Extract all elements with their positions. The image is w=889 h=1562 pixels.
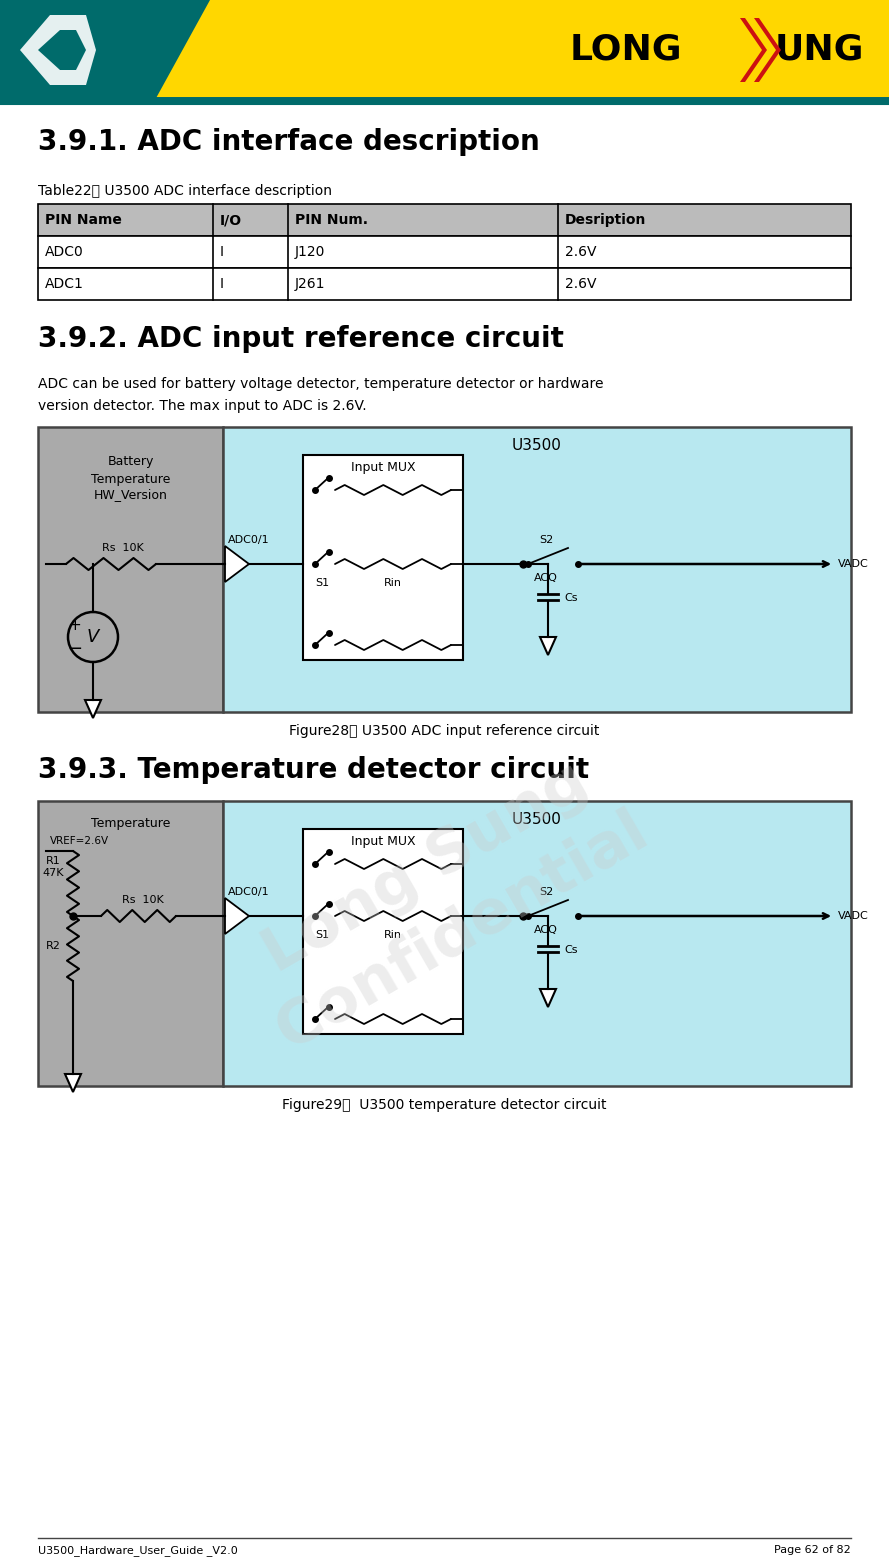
Bar bbox=[223, 426, 851, 712]
Text: Temperature: Temperature bbox=[91, 817, 170, 829]
Text: ADC1: ADC1 bbox=[45, 276, 84, 291]
Text: U3500_Hardware_User_Guide _V2.0: U3500_Hardware_User_Guide _V2.0 bbox=[38, 1545, 237, 1556]
Text: VADC: VADC bbox=[838, 911, 869, 922]
Text: ADC can be used for battery voltage detector, temperature detector or hardware: ADC can be used for battery voltage dete… bbox=[38, 376, 604, 390]
Text: Page 62 of 82: Page 62 of 82 bbox=[774, 1545, 851, 1556]
Text: LONG: LONG bbox=[570, 33, 683, 67]
Text: S1: S1 bbox=[315, 578, 329, 587]
Text: Figure28： U3500 ADC input reference circuit: Figure28： U3500 ADC input reference circ… bbox=[289, 725, 599, 737]
Polygon shape bbox=[0, 0, 210, 100]
Polygon shape bbox=[65, 1075, 81, 1092]
Text: +: + bbox=[68, 617, 82, 633]
Text: Rs  10K: Rs 10K bbox=[122, 895, 164, 904]
Text: J120: J120 bbox=[295, 245, 325, 259]
Text: HW_Version: HW_Version bbox=[93, 489, 167, 501]
Text: Desription: Desription bbox=[565, 212, 646, 226]
Text: Rin: Rin bbox=[384, 578, 402, 587]
Text: ACQ: ACQ bbox=[534, 573, 558, 583]
Text: version detector. The max input to ADC is 2.6V.: version detector. The max input to ADC i… bbox=[38, 398, 366, 412]
Text: J261: J261 bbox=[295, 276, 325, 291]
Polygon shape bbox=[740, 19, 767, 81]
Text: 3.9.1. ADC interface description: 3.9.1. ADC interface description bbox=[38, 128, 540, 156]
Polygon shape bbox=[225, 898, 249, 934]
Text: −: − bbox=[68, 640, 83, 658]
Text: 2.6V: 2.6V bbox=[565, 276, 597, 291]
Text: Temperature: Temperature bbox=[91, 472, 170, 486]
Bar bbox=[38, 236, 851, 269]
Bar bbox=[38, 269, 851, 300]
Text: Input MUX: Input MUX bbox=[350, 836, 415, 848]
Text: VADC: VADC bbox=[838, 559, 869, 569]
Polygon shape bbox=[20, 16, 96, 84]
Text: 3.9.2. ADC input reference circuit: 3.9.2. ADC input reference circuit bbox=[38, 325, 564, 353]
Polygon shape bbox=[38, 30, 86, 70]
Polygon shape bbox=[540, 637, 556, 654]
Text: 3.9.3. Temperature detector circuit: 3.9.3. Temperature detector circuit bbox=[38, 756, 589, 784]
Bar bbox=[0, 0, 889, 100]
Text: UNG: UNG bbox=[775, 33, 864, 67]
Text: 2.6V: 2.6V bbox=[565, 245, 597, 259]
Text: I: I bbox=[220, 276, 224, 291]
Polygon shape bbox=[754, 19, 781, 81]
Bar bbox=[223, 801, 851, 1086]
Text: Rin: Rin bbox=[384, 929, 402, 940]
Bar bbox=[38, 426, 223, 712]
Text: S1: S1 bbox=[315, 929, 329, 940]
Text: Input MUX: Input MUX bbox=[350, 461, 415, 475]
Text: 47K: 47K bbox=[43, 868, 64, 878]
Text: S2: S2 bbox=[539, 536, 553, 545]
Text: R1: R1 bbox=[45, 856, 60, 865]
Text: Cs: Cs bbox=[564, 945, 578, 954]
Text: Battery: Battery bbox=[108, 456, 154, 469]
Text: S2: S2 bbox=[539, 887, 553, 897]
Text: Long Sung
Confidential: Long Sung Confidential bbox=[230, 739, 658, 1062]
Polygon shape bbox=[225, 547, 249, 583]
Bar bbox=[38, 205, 851, 236]
Text: ACQ: ACQ bbox=[534, 925, 558, 936]
Text: Cs: Cs bbox=[564, 594, 578, 603]
Text: I/O: I/O bbox=[220, 212, 242, 226]
Text: PIN Name: PIN Name bbox=[45, 212, 122, 226]
Text: ADC0/1: ADC0/1 bbox=[228, 887, 269, 897]
Bar bbox=[303, 455, 463, 661]
Polygon shape bbox=[540, 989, 556, 1007]
Text: Figure29：  U3500 temperature detector circuit: Figure29： U3500 temperature detector cir… bbox=[282, 1098, 606, 1112]
Bar bbox=[303, 829, 463, 1034]
Text: ADC0: ADC0 bbox=[45, 245, 84, 259]
Text: U3500: U3500 bbox=[512, 812, 562, 826]
Text: Table22： U3500 ADC interface description: Table22： U3500 ADC interface description bbox=[38, 184, 332, 198]
Text: ADC0/1: ADC0/1 bbox=[228, 536, 269, 545]
Text: V: V bbox=[87, 628, 100, 647]
Polygon shape bbox=[85, 700, 101, 719]
Text: U3500: U3500 bbox=[512, 437, 562, 453]
Bar bbox=[38, 801, 223, 1086]
Text: R2: R2 bbox=[45, 940, 60, 951]
Text: I: I bbox=[220, 245, 224, 259]
Text: Rs  10K: Rs 10K bbox=[102, 544, 144, 553]
Text: PIN Num.: PIN Num. bbox=[295, 212, 368, 226]
Text: VREF=2.6V: VREF=2.6V bbox=[50, 836, 109, 847]
